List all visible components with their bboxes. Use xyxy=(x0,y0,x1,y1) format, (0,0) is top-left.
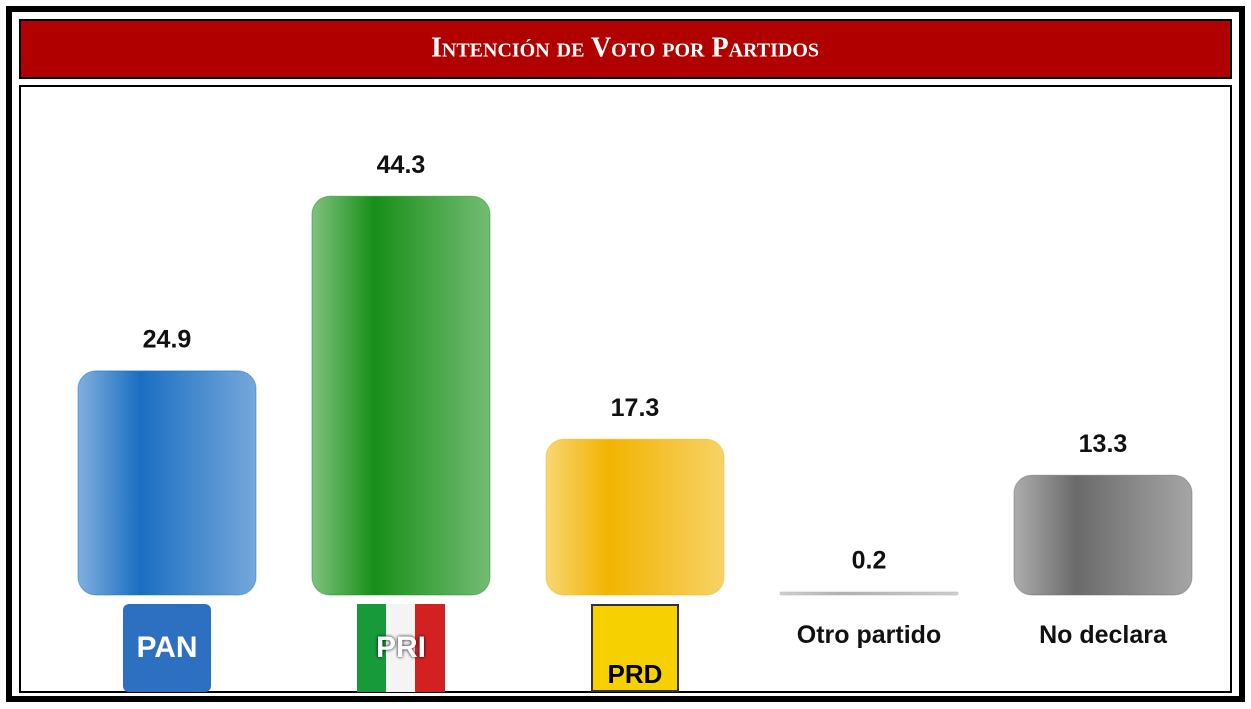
bar xyxy=(1013,474,1193,596)
chart-title: Intención de Voto por Partidos xyxy=(431,32,819,63)
value-label: 13.3 xyxy=(1079,430,1128,458)
pan-logo: PAN xyxy=(123,604,211,692)
prd-logo: PRD xyxy=(591,604,679,692)
title-bar xyxy=(19,19,1232,79)
value-label: 17.3 xyxy=(611,394,660,422)
bar xyxy=(545,438,725,596)
value-label: 24.9 xyxy=(143,326,192,354)
bar xyxy=(77,370,257,596)
value-label: 0.2 xyxy=(852,547,887,575)
bar xyxy=(311,195,491,596)
bar xyxy=(779,591,959,596)
value-label: 44.3 xyxy=(377,151,426,179)
x-tick-label: Otro partido xyxy=(796,621,942,649)
x-tick-label: No declara xyxy=(1039,621,1167,649)
pri-logo: PRI xyxy=(357,604,445,692)
